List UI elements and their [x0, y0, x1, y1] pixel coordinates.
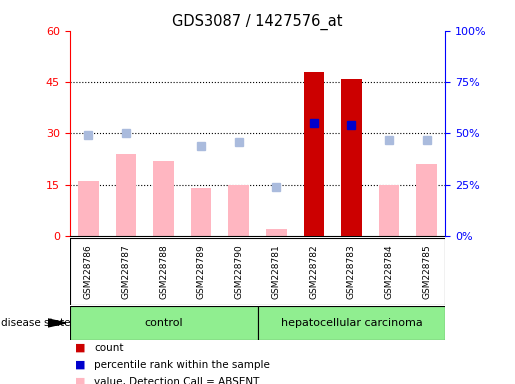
Text: GSM228789: GSM228789	[197, 244, 205, 299]
Text: GSM228785: GSM228785	[422, 244, 431, 299]
Bar	[228, 185, 249, 236]
Text: GSM228784: GSM228784	[385, 244, 393, 299]
Text: GSM228783: GSM228783	[347, 244, 356, 299]
Text: GSM228790: GSM228790	[234, 244, 243, 299]
Polygon shape	[48, 319, 66, 327]
Text: hepatocellular carcinoma: hepatocellular carcinoma	[281, 318, 422, 328]
Text: percentile rank within the sample: percentile rank within the sample	[94, 360, 270, 370]
Bar	[191, 188, 212, 236]
Text: ■: ■	[75, 343, 85, 353]
Text: GDS3087 / 1427576_at: GDS3087 / 1427576_at	[172, 13, 343, 30]
Text: control: control	[144, 318, 183, 328]
Text: ■: ■	[75, 360, 85, 370]
Bar	[416, 164, 437, 236]
Bar	[115, 154, 136, 236]
Bar	[266, 229, 287, 236]
Bar	[258, 306, 445, 340]
Text: GSM228781: GSM228781	[272, 244, 281, 299]
Text: GSM228786: GSM228786	[84, 244, 93, 299]
Text: GSM228787: GSM228787	[122, 244, 130, 299]
Text: ■: ■	[75, 377, 85, 384]
Bar	[379, 185, 400, 236]
Bar	[341, 79, 362, 236]
Text: count: count	[94, 343, 124, 353]
Text: GSM228788: GSM228788	[159, 244, 168, 299]
Text: disease state: disease state	[1, 318, 70, 328]
Bar	[153, 161, 174, 236]
Bar	[303, 72, 324, 236]
Text: GSM228782: GSM228782	[310, 244, 318, 299]
Bar	[78, 181, 99, 236]
Bar	[70, 306, 258, 340]
Text: value, Detection Call = ABSENT: value, Detection Call = ABSENT	[94, 377, 260, 384]
